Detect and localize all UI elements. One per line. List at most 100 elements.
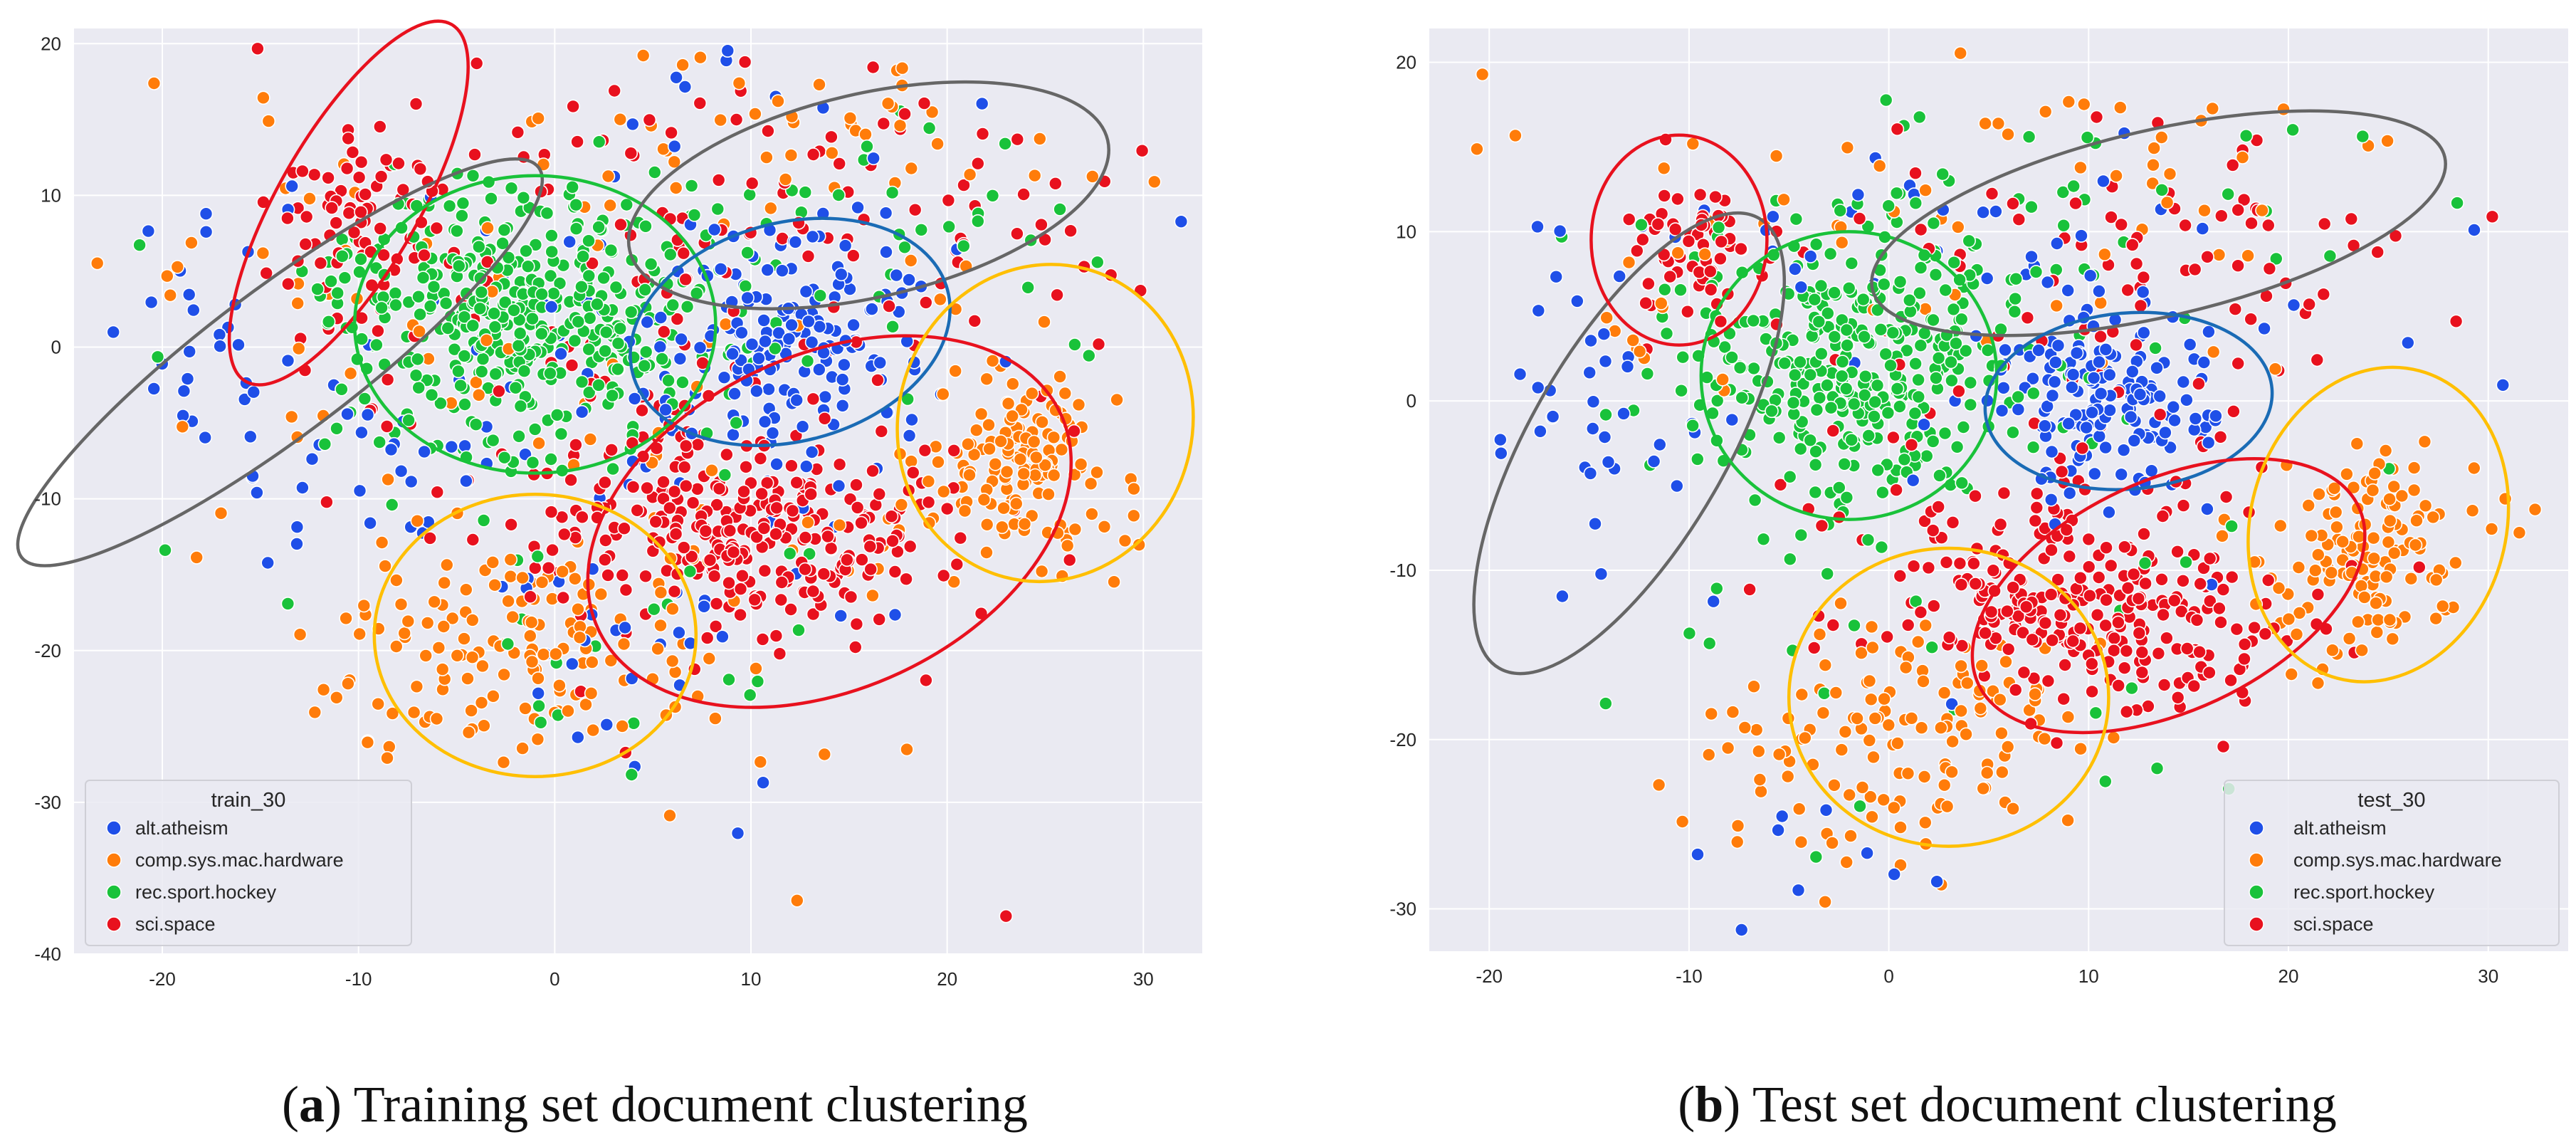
data-point-alt-atheism [2135, 285, 2150, 300]
data-point-sci-space [2155, 572, 2169, 587]
data-point-comp-sys-mac-hardware [389, 573, 404, 587]
data-point-comp-sys-mac-hardware [2281, 612, 2296, 627]
data-point-sci-space [1651, 217, 1666, 231]
data-point-sci-space [374, 169, 389, 184]
data-point-comp-sys-mac-hardware [389, 639, 404, 654]
data-point-sci-space [372, 120, 387, 134]
data-point-comp-sys-mac-hardware [485, 555, 500, 570]
data-point-alt-atheism [2200, 502, 2214, 516]
data-point-comp-sys-mac-hardware [1934, 721, 1948, 735]
data-point-rec-sport-hockey [423, 299, 438, 313]
data-point-rec-sport-hockey [1820, 567, 1834, 581]
data-point-sci-space [849, 617, 864, 632]
data-point-rec-sport-hockey [1947, 255, 1961, 270]
data-point-comp-sys-mac-hardware [1013, 452, 1028, 466]
data-point-alt-atheism [879, 245, 893, 259]
data-point-comp-sys-mac-hardware [948, 364, 962, 378]
data-point-sci-space [2111, 615, 2125, 630]
data-point-sci-space [1657, 189, 1671, 203]
data-point-alt-atheism [231, 337, 246, 352]
data-point-comp-sys-mac-hardware [2429, 611, 2443, 626]
data-point-rec-sport-hockey [330, 421, 344, 436]
data-point-sci-space [950, 557, 964, 572]
data-point-sci-space [2258, 627, 2273, 641]
data-point-sci-space [849, 478, 863, 492]
data-point-sci-space [2126, 567, 2141, 582]
data-point-rec-sport-hockey [1735, 265, 1750, 280]
data-point-sci-space [759, 476, 774, 491]
data-point-comp-sys-mac-hardware [530, 732, 545, 747]
data-point-comp-sys-mac-hardware [1840, 140, 1855, 155]
data-point-rec-sport-hockey [158, 543, 172, 557]
data-point-rec-sport-hockey [543, 268, 558, 283]
data-point-rec-sport-hockey [546, 286, 561, 301]
legend-a: train_30 alt.atheism comp.sys.mac.hardwa… [85, 780, 412, 946]
data-point-sci-space [373, 221, 388, 236]
data-point-rec-sport-hockey [457, 349, 472, 363]
legend-marker-a-1 [106, 852, 122, 868]
data-point-rec-sport-hockey [569, 197, 584, 212]
data-point-rec-sport-hockey [550, 407, 564, 422]
data-point-sci-space [2203, 594, 2217, 609]
data-point-sci-space [1945, 515, 1960, 530]
data-point-rec-sport-hockey [401, 413, 416, 428]
data-point-sci-space [2006, 197, 2020, 211]
data-point-rec-sport-hockey [2221, 187, 2235, 201]
data-point-comp-sys-mac-hardware [2328, 505, 2343, 520]
data-point-rec-sport-hockey [1809, 849, 1824, 864]
data-point-comp-sys-mac-hardware [1864, 619, 1879, 634]
data-point-comp-sys-mac-hardware [825, 146, 839, 160]
data-point-comp-sys-mac-hardware [1769, 149, 1784, 163]
data-point-sci-space [1034, 217, 1048, 232]
data-point-sci-space [755, 632, 770, 646]
points-b [1470, 46, 2543, 937]
data-point-sci-space [1913, 605, 1928, 619]
legend-marker-a-0 [106, 820, 122, 836]
data-point-alt-atheism [1691, 847, 1705, 861]
data-point-sci-space [2187, 679, 2202, 693]
cluster-ellipse [2246, 365, 2511, 684]
data-point-sci-space [817, 411, 832, 426]
data-point-comp-sys-mac-hardware [1028, 468, 1043, 483]
data-point-alt-atheism [720, 43, 735, 58]
data-point-comp-sys-mac-hardware [636, 48, 651, 63]
data-point-comp-sys-mac-hardware [817, 747, 832, 762]
data-point-comp-sys-mac-hardware [2146, 157, 2160, 172]
y-tick-label: -40 [34, 943, 61, 965]
data-point-alt-atheism [834, 609, 848, 623]
data-point-comp-sys-mac-hardware [571, 602, 585, 617]
data-point-rec-sport-hockey [1902, 293, 1917, 308]
data-point-sci-space [2017, 665, 2031, 680]
data-point-sci-space [709, 597, 724, 611]
data-point-comp-sys-mac-hardware [486, 688, 500, 703]
data-point-sci-space [2237, 651, 2251, 666]
data-point-sci-space [352, 170, 367, 184]
data-point-rec-sport-hockey [2098, 774, 2113, 789]
data-point-sci-space [733, 607, 747, 622]
data-point-sci-space [2176, 498, 2191, 513]
data-point-comp-sys-mac-hardware [967, 447, 982, 462]
data-point-comp-sys-mac-hardware [1855, 780, 1870, 795]
data-point-comp-sys-mac-hardware [615, 719, 630, 733]
data-point-rec-sport-hockey [1803, 367, 1818, 382]
data-point-comp-sys-mac-hardware [357, 598, 372, 613]
data-point-rec-sport-hockey [971, 214, 985, 229]
ticks-b: -20 -10 0 10 20 30 20 10 0 -10 -20 -30 [1389, 52, 2498, 987]
data-point-rec-sport-hockey [1933, 468, 1947, 483]
data-point-alt-atheism [2202, 325, 2216, 339]
data-point-rec-sport-hockey [1673, 283, 1688, 298]
data-point-alt-atheism [653, 340, 668, 355]
data-point-comp-sys-mac-hardware [515, 741, 530, 755]
data-point-comp-sys-mac-hardware [999, 464, 1014, 479]
data-point-comp-sys-mac-hardware [790, 894, 804, 908]
data-point-rec-sport-hockey [1733, 360, 1747, 375]
data-point-sci-space [358, 187, 373, 201]
y-tick-label: -10 [1389, 560, 1416, 581]
data-point-sci-space [919, 295, 933, 310]
data-point-comp-sys-mac-hardware [1891, 736, 1905, 750]
data-point-rec-sport-hockey [1955, 312, 1969, 327]
data-point-sci-space [676, 246, 691, 261]
data-point-comp-sys-mac-hardware [1910, 634, 1925, 649]
data-point-comp-sys-mac-hardware [784, 148, 799, 162]
data-point-sci-space [544, 505, 559, 519]
